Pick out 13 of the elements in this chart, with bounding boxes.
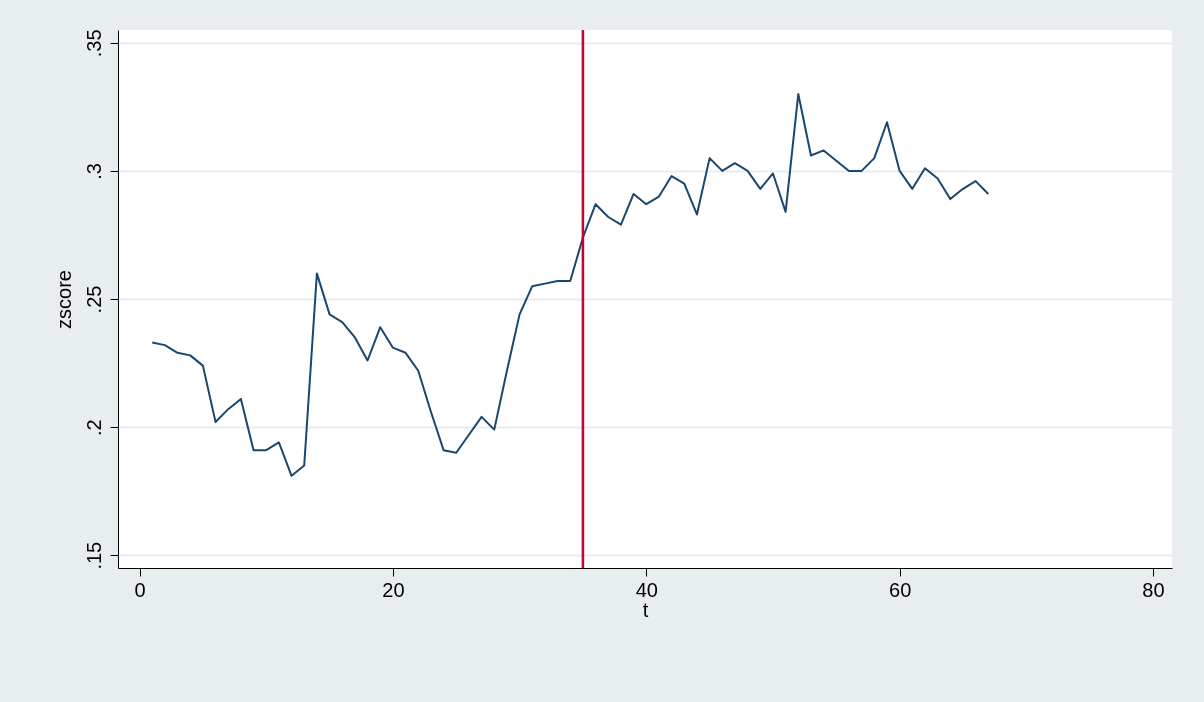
y-tick-label: .15 <box>82 541 105 570</box>
line-series <box>151 93 990 477</box>
x-tick-label: 80 <box>1142 578 1165 601</box>
x-tick-label: 40 <box>635 578 658 601</box>
x-tick-label: 0 <box>134 578 146 601</box>
x-tick-label: 60 <box>889 578 912 601</box>
y-tick-label: .35 <box>82 29 105 58</box>
y-tick-label: .25 <box>82 285 105 314</box>
x-axis-title: t <box>642 598 649 621</box>
y-tick-label: .2 <box>82 419 105 436</box>
y-tick-label: .3 <box>82 163 105 180</box>
y-axis-title: zscore <box>52 270 75 329</box>
x-tick-label: 20 <box>382 578 405 601</box>
